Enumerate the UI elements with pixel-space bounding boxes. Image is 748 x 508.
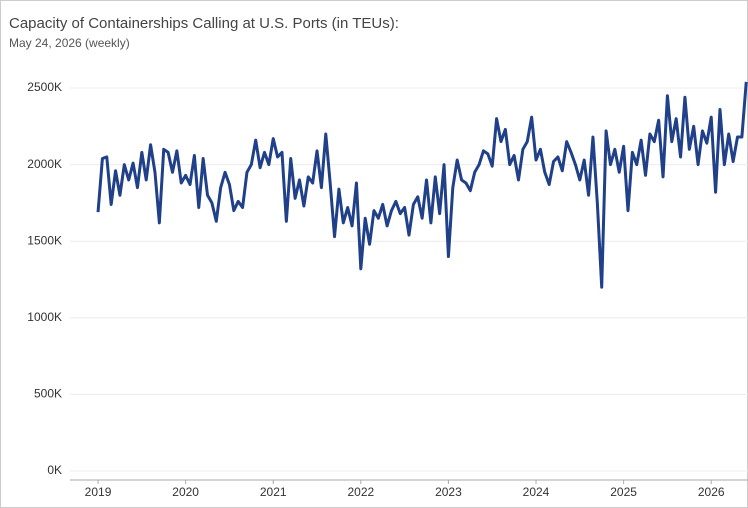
x-tick-label: 2021	[260, 485, 287, 499]
y-tick-label: 500K	[34, 387, 62, 401]
y-tick-label: 1500K	[27, 233, 62, 247]
x-tick-label: 2025	[610, 485, 637, 499]
x-tick-label: 2023	[435, 485, 462, 499]
x-tick-label: 2026	[698, 485, 725, 499]
y-tick-label: 0K	[47, 463, 62, 477]
y-tick-label: 2000K	[27, 157, 62, 171]
y-tick-label: 2500K	[27, 80, 62, 94]
x-tick-label: 2020	[172, 485, 199, 499]
y-tick-label: 1000K	[27, 310, 62, 324]
chart-subtitle: May 24, 2026 (weekly)	[9, 36, 130, 50]
x-tick-label: 2022	[347, 485, 374, 499]
data-line	[96, 81, 748, 289]
x-tick-label: 2024	[523, 485, 550, 499]
x-tick-label: 2019	[85, 485, 112, 499]
chart-title: Capacity of Containerships Calling at U.…	[9, 15, 399, 32]
